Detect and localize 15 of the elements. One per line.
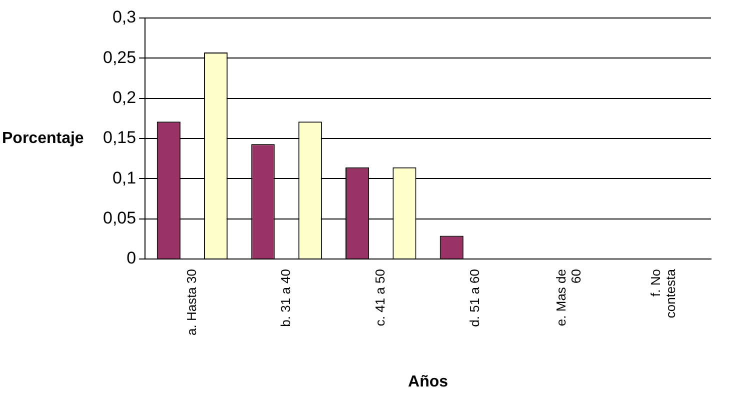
y-tick-label: 0,25 <box>102 48 136 67</box>
y-tick-label: 0 <box>126 248 136 268</box>
x-tick-label: d. 51 a 60 <box>466 269 482 327</box>
y-axis-title: Porcentaje <box>2 130 84 147</box>
x-tick-label: f. No contesta <box>648 268 678 318</box>
x-axis-title: Años <box>408 373 448 390</box>
y-tick-label: 0,05 <box>102 208 136 228</box>
y-tick-label: 0,3 <box>112 8 136 27</box>
x-tick-label: b. 31 a 40 <box>278 269 294 327</box>
x-tick-label: e. Mas de 60 <box>554 269 584 326</box>
y-tick-label: 0,1 <box>112 168 136 188</box>
y-tick-label: 0,15 <box>102 128 136 148</box>
x-tick-label: c. 41 a 50 <box>372 269 388 326</box>
x-tick-label: a. Hasta 30 <box>184 269 199 336</box>
y-tick-label: 0,2 <box>112 88 136 108</box>
